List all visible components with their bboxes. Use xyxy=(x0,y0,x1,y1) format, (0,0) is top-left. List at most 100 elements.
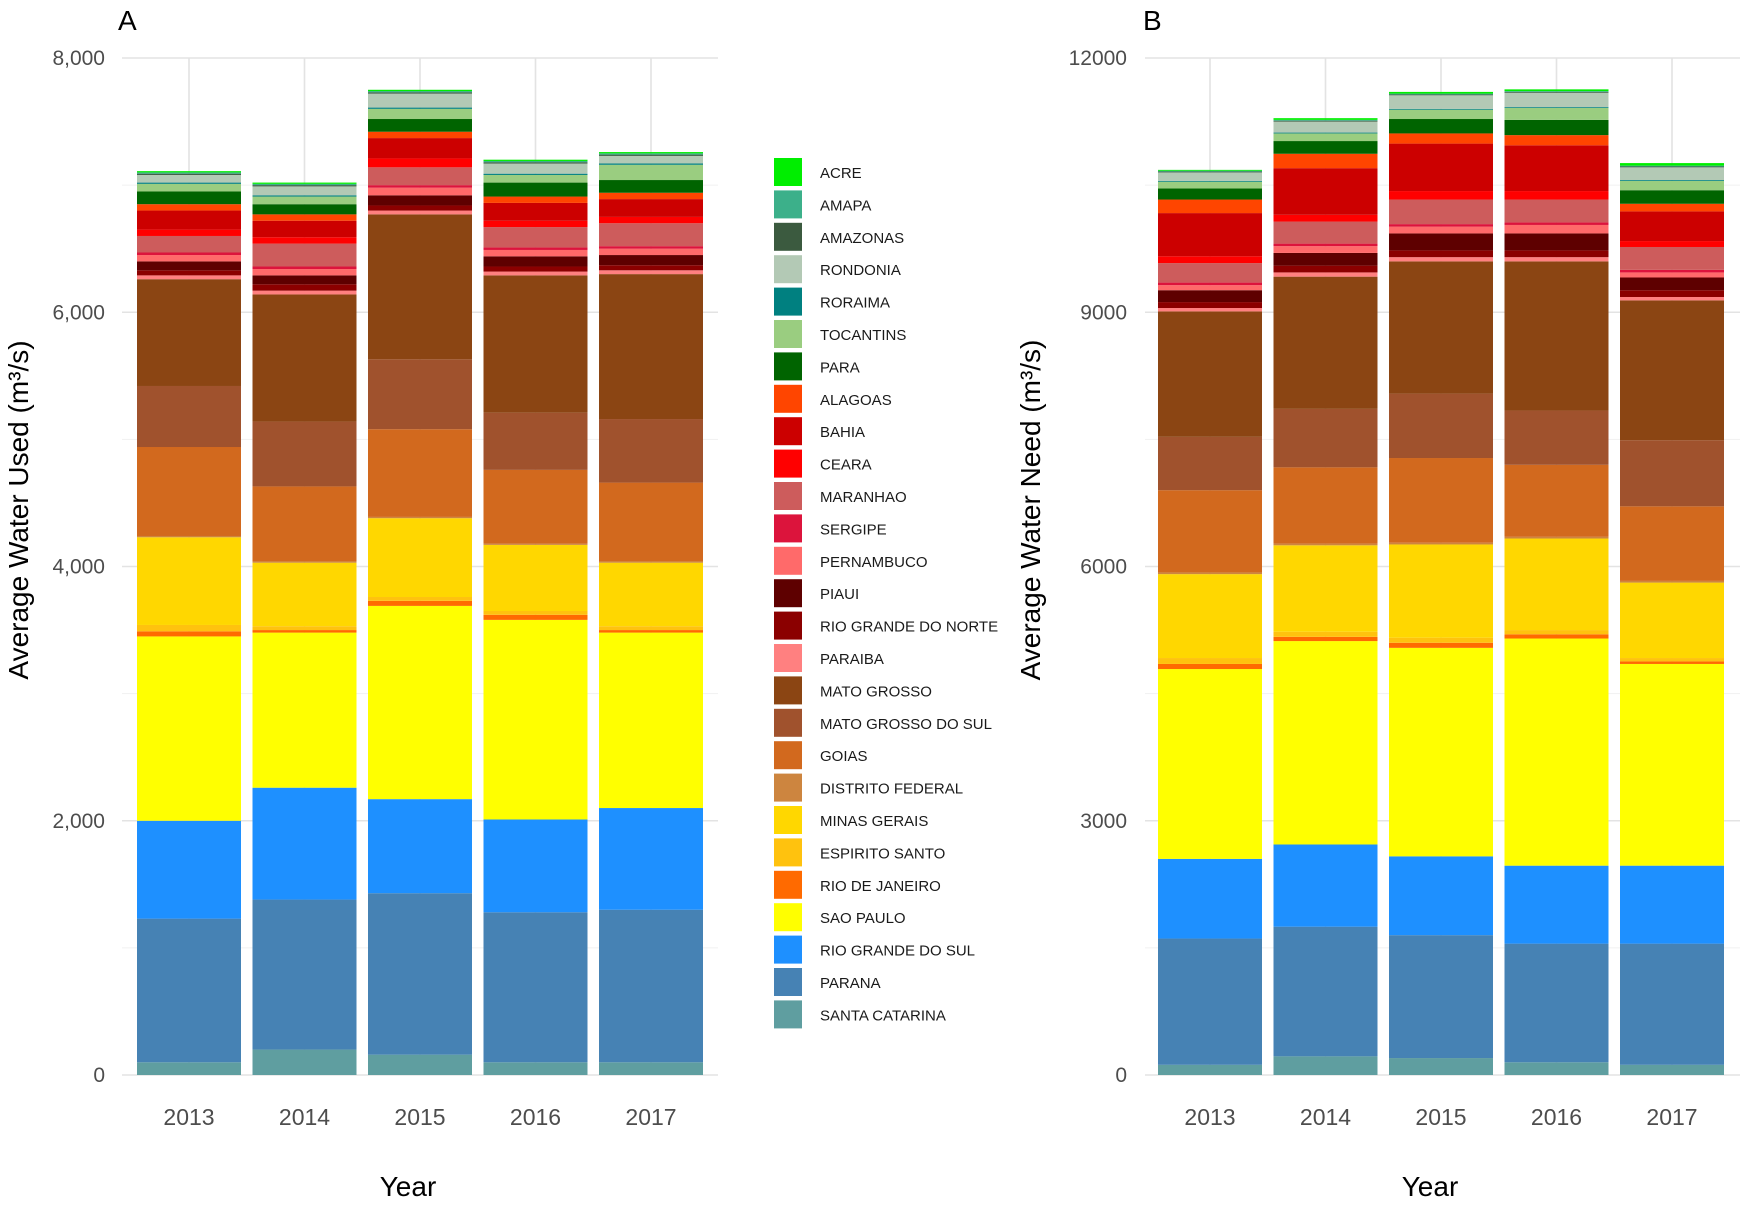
panel-b-bar-2016-sergipe: SERGIPE 2016: 30 xyxy=(1504,222,1609,225)
panel-a-bar-2015-mato-grosso-do-sul: MATO GROSSO DO SUL 2015: 550 xyxy=(368,359,472,430)
panel-b-bar-2015-paraiba: PARAIBA 2015: 50 xyxy=(1389,257,1493,262)
panel-a-bar-2014-mato-grosso-do-sul: MATO GROSSO DO SUL 2014: 510 xyxy=(252,421,357,487)
panel-a-y-tick-label: 4,000 xyxy=(52,556,105,579)
legend-swatch-amazonas xyxy=(774,222,802,251)
panel-b-bar-2017-amazonas: AMAZONAS 2017: 10 xyxy=(1620,166,1724,168)
panel-b-bar-2017-rio-grande-do-norte: RIO GRANDE DO NORTE 2017: 80 xyxy=(1620,290,1724,297)
legend-label: RORAIMA xyxy=(820,295,890,312)
panel-b-bar-2017-goias: GOIAS 2017: 880 xyxy=(1620,506,1724,581)
panel-b-bar-2014-mato-grosso-do-sul: MATO GROSSO DO SUL 2014: 690 xyxy=(1273,408,1378,468)
panel-b-bar-2016-santa-catarina: SANTA CATARINA 2016: 150 xyxy=(1504,1062,1609,1075)
panel-a-bar-2016-distrito-federal: DISTRITO FEDERAL 2016: 10 xyxy=(483,543,588,545)
panel-b-bar-2014-parana: PARANA 2014: 1530 xyxy=(1273,926,1378,1057)
panel-a-x-tick-label: 2015 xyxy=(394,1104,445,1130)
panel-a-bar-2014-sao-paulo: SAO PAULO 2014: 1220 xyxy=(252,632,357,788)
panel-b-bar-2016-mato-grosso: MATO GROSSO 2016: 1760 xyxy=(1504,261,1609,411)
legend-swatch-roraima xyxy=(774,287,802,316)
panel-a-bar-2014-roraima: RORAIMA 2014: 10 xyxy=(252,195,357,197)
panel-a-bar-2017-mato-grosso: MATO GROSSO 2017: 1140 xyxy=(599,274,703,420)
panel-b-bar-2013-roraima: RORAIMA 2013: 10 xyxy=(1158,180,1262,182)
panel-b-x-tick-label: 2017 xyxy=(1646,1104,1697,1130)
panel-a-bar-2017-sergipe: SERGIPE 2017: 20 xyxy=(599,246,703,249)
panel-a-bar-2015-piaui: PIAUI 2015: 80 xyxy=(368,195,472,206)
legend-label: SERGIPE xyxy=(820,521,887,538)
panel-b-bar-2017-rio-grande-do-sul: RIO GRANDE DO SUL 2017: 920 xyxy=(1620,865,1724,944)
panel-a-bar-2016-piaui: PIAUI 2016: 80 xyxy=(483,256,588,267)
legend-label: RONDONIA xyxy=(820,262,901,279)
legend-label: MARANHAO xyxy=(820,489,907,506)
panel-a-bar-2015-rondonia: RONDONIA 2015: 110 xyxy=(368,93,472,108)
panel-b-bar-2017-sao-paulo: SAO PAULO 2017: 2380 xyxy=(1620,663,1724,866)
panel-b-bar-2013-sergipe: SERGIPE 2013: 30 xyxy=(1158,282,1262,286)
panel-a-bar-2016-rondonia: RONDONIA 2016: 80 xyxy=(483,163,588,174)
legend-swatch-distrito-federal xyxy=(774,773,802,802)
panel-b-bar-2013-amapa: AMAPA 2013: 10 xyxy=(1158,170,1262,172)
legend-swatch-minas-gerais xyxy=(774,806,802,834)
panel-b-bar-2016-mato-grosso-do-sul: MATO GROSSO DO SUL 2016: 640 xyxy=(1504,410,1609,465)
legend-swatch-piaui xyxy=(774,579,802,608)
panel-a-bar-2017-santa-catarina: SANTA CATARINA 2017: 100 xyxy=(599,1062,703,1075)
panel-b-bar-2015-santa-catarina: SANTA CATARINA 2015: 200 xyxy=(1389,1058,1493,1075)
panel-a-bar-2016-amazonas: AMAZONAS 2016: 10 xyxy=(483,162,588,164)
panel-a-bar-2016-maranhao: MARANHAO 2016: 160 xyxy=(483,227,588,248)
panel-b-bar-2016-rio-de-janeiro: RIO DE JANEIRO 2016: 50 xyxy=(1504,634,1609,639)
panel-a-bar-2015-amapa: AMAPA 2015: 10 xyxy=(368,91,472,93)
legend-swatch-santa-catarina xyxy=(774,1000,802,1029)
panel-b-bar-2016-goias: GOIAS 2016: 850 xyxy=(1504,464,1609,537)
panel-b-bar-2017-mato-grosso-do-sul: MATO GROSSO DO SUL 2017: 780 xyxy=(1620,440,1724,507)
panel-b-bar-2014-bahia: BAHIA 2014: 550 xyxy=(1273,168,1378,215)
panel-b-bar-2016-rio-grande-do-norte: RIO GRANDE DO NORTE 2016: 80 xyxy=(1504,250,1609,258)
panel-a-bar-2013-mato-grosso-do-sul: MATO GROSSO DO SUL 2013: 480 xyxy=(137,385,241,448)
panel-a-bar-2014-sergipe: SERGIPE 2014: 20 xyxy=(252,266,357,270)
panel-a-bar-2014-piaui: PIAUI 2014: 70 xyxy=(252,275,357,285)
panel-a-bar-2016-santa-catarina: SANTA CATARINA 2016: 100 xyxy=(483,1062,588,1075)
panel-a-bar-2017-roraima: RORAIMA 2017: 10 xyxy=(599,163,703,165)
panel-a-bar-2016-rio-de-janeiro: RIO DE JANEIRO 2016: 40 xyxy=(483,614,588,620)
panel-a-bar-2015-distrito-federal: DISTRITO FEDERAL 2015: 10 xyxy=(368,516,472,519)
panel-b-bar-2013-acre: ACRE 2013: 10 xyxy=(1158,169,1262,171)
panel-b-bar-2016-amazonas: AMAZONAS 2016: 10 xyxy=(1504,91,1609,93)
panel-a-bar-2014-tocantins: TOCANTINS 2014: 60 xyxy=(252,196,357,205)
panel-b-bar-2017-sergipe: SERGIPE 2017: 30 xyxy=(1620,269,1724,273)
panel-b-bar-2013-goias: GOIAS 2013: 970 xyxy=(1158,490,1262,573)
panel-b-bar-2017-paraiba: PARAIBA 2017: 40 xyxy=(1620,296,1724,301)
panel-a-bars: SANTA CATARINA 2013: 100PARANA 2013: 113… xyxy=(137,89,703,1075)
panel-a-bar-2016-alagoas: ALAGOAS 2016: 50 xyxy=(483,196,588,203)
panel-b-bar-2015-amazonas: AMAZONAS 2015: 10 xyxy=(1389,94,1493,96)
panel-b-bar-2014-paraiba: PARAIBA 2014: 50 xyxy=(1273,272,1378,277)
panel-b-bar-2015-mato-grosso: MATO GROSSO 2015: 1560 xyxy=(1389,261,1493,394)
panel-a-bar-2015-sergipe: SERGIPE 2015: 20 xyxy=(368,185,472,188)
legend-label: RIO GRANDE DO NORTE xyxy=(820,619,998,636)
panel-a-bar-2015-alagoas: ALAGOAS 2015: 50 xyxy=(368,131,472,139)
legend-swatch-mato-grosso xyxy=(774,676,802,705)
panel-b-bar-2016-alagoas: ALAGOAS 2016: 120 xyxy=(1504,135,1609,146)
panel-b-bar-2015-goias: GOIAS 2015: 1000 xyxy=(1389,458,1493,543)
legend-label: PERNAMBUCO xyxy=(820,554,928,571)
panel-a-bar-2014-rio-grande-do-norte: RIO GRANDE DO NORTE 2014: 50 xyxy=(252,284,357,291)
legend-label: ACRE xyxy=(820,165,862,182)
panel-a-bar-2016-pernambuco: PERNAMBUCO 2016: 50 xyxy=(483,249,588,257)
panel-b-bar-2017-rondonia: RONDONIA 2017: 150 xyxy=(1620,167,1724,181)
panel-a-y-axis-title: Average Water Used (m³/s) xyxy=(3,340,34,679)
panel-b-bar-2017-amapa: AMAPA 2017: 10 xyxy=(1620,165,1724,167)
panel-a-bar-2013-goias: GOIAS 2013: 700 xyxy=(137,447,241,536)
panel-b: B SANTA CATARINA 2013: 120PARANA 2013: 1… xyxy=(1015,5,1740,1202)
panel-a-bar-2015-minas-gerais: MINAS GERAIS 2015: 620 xyxy=(368,518,472,598)
panel-b-x-axis-title: Year xyxy=(1402,1171,1459,1202)
panel-b-bar-2013-pernambuco: PERNAMBUCO 2013: 60 xyxy=(1158,285,1262,291)
panel-b-bar-2014-pernambuco: PERNAMBUCO 2014: 80 xyxy=(1273,246,1378,253)
panel-b-bar-2013-tocantins: TOCANTINS 2013: 80 xyxy=(1158,181,1262,189)
panel-b-y-tick-label: 12000 xyxy=(1069,47,1127,70)
panel-a-bar-2013-sao-paulo: SAO PAULO 2013: 1450 xyxy=(137,636,241,821)
panel-a-bar-2016-rio-grande-do-norte: RIO GRANDE DO NORTE 2016: 40 xyxy=(483,266,588,272)
panel-b-bar-2015-maranhao: MARANHAO 2015: 290 xyxy=(1389,199,1493,225)
panel-b-bar-2016-roraima: RORAIMA 2016: 10 xyxy=(1504,107,1609,109)
panel-a-bar-2016-para: PARA 2016: 110 xyxy=(483,182,588,197)
panel-b-bar-2015-tocantins: TOCANTINS 2015: 110 xyxy=(1389,109,1493,120)
legend-label: AMAZONAS xyxy=(820,230,904,247)
panel-b-bar-2014-amapa: AMAPA 2014: 10 xyxy=(1273,119,1378,121)
legend-label: PARAIBA xyxy=(820,651,884,668)
panel-a-bar-2016-espirito-santo: ESPIRITO SANTO 2016: 30 xyxy=(483,610,588,615)
panel-a-bar-2013-sergipe: SERGIPE 2013: 20 xyxy=(137,252,241,256)
panel-b-bar-2015-piaui: PIAUI 2015: 200 xyxy=(1389,233,1493,251)
